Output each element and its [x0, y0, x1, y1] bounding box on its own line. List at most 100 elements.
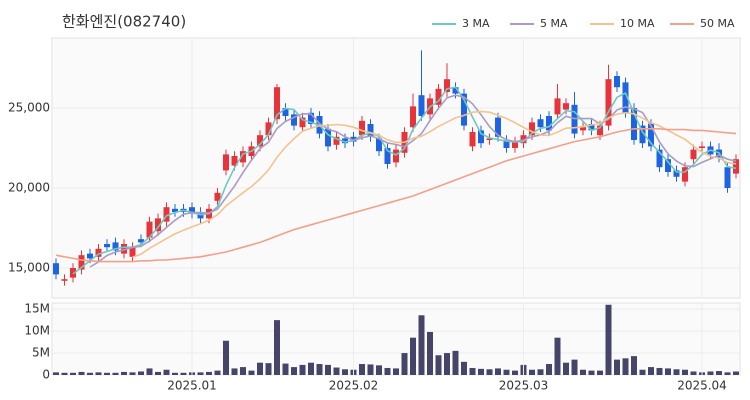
volume-bar: [214, 370, 221, 375]
candle-body: [495, 117, 501, 137]
volume-bar: [724, 372, 731, 375]
legend-label: 10 MA: [620, 17, 655, 30]
volume-bar: [206, 371, 212, 375]
y-tick-label: 15,000: [8, 261, 50, 275]
candle-body: [673, 170, 680, 177]
volume-bar: [716, 371, 722, 375]
candle-body: [724, 167, 731, 188]
candle-body: [265, 122, 272, 136]
candle-body: [690, 149, 697, 160]
candle-body: [163, 207, 170, 222]
candle-body: [308, 112, 314, 124]
candle-body: [53, 263, 59, 275]
candle-body: [112, 242, 119, 251]
y-tick-label: 25,000: [8, 101, 50, 115]
volume-bar: [138, 371, 144, 375]
candle-body: [631, 108, 637, 140]
candle-body: [546, 116, 552, 131]
volume-bar: [291, 367, 297, 375]
candle-body: [444, 79, 450, 92]
volume-bar: [631, 356, 637, 375]
candle-body: [223, 154, 229, 171]
volume-bar: [129, 372, 136, 375]
volume-bar: [690, 371, 697, 375]
volume-bar: [401, 353, 408, 375]
candle-body: [104, 244, 110, 248]
volume-bar: [257, 362, 263, 375]
volume-bar: [554, 337, 561, 375]
volume-bar: [503, 369, 510, 375]
candle-body: [155, 218, 161, 232]
volume-bar: [537, 369, 544, 375]
volume-bar: [325, 364, 331, 375]
volume-bar: [656, 367, 663, 375]
volume-bar: [333, 367, 340, 375]
candle-body: [231, 156, 238, 166]
ma-line: [72, 86, 737, 275]
volume-bar: [588, 370, 595, 375]
candle-body: [554, 98, 561, 115]
candle-body: [138, 239, 144, 243]
candle-body: [95, 248, 102, 257]
volume-bar: [495, 368, 501, 375]
volume-bar: [78, 371, 85, 375]
volume-bar: [597, 370, 603, 375]
volume-bar: [104, 372, 110, 375]
volume-bar: [707, 371, 714, 375]
ma-line: [55, 128, 737, 263]
volume-bar: [469, 367, 476, 375]
candle-body: [274, 87, 280, 120]
x-tick-label: 2025.01: [167, 379, 217, 393]
volume-bar: [512, 370, 518, 375]
volume-bar: [665, 368, 671, 375]
candle-body: [325, 128, 331, 147]
volume-bar: [605, 304, 612, 375]
candle-body: [639, 125, 646, 144]
candle-body: [512, 141, 518, 148]
volume-bar: [393, 368, 399, 375]
volume-bar: [53, 372, 59, 375]
candle-body: [121, 244, 127, 254]
candle-body: [529, 122, 535, 136]
volume-bar: [240, 367, 246, 375]
volume-bar: [342, 369, 348, 375]
candle-body: [359, 120, 365, 136]
volume-bar: [282, 363, 289, 375]
candle-body: [648, 124, 654, 147]
candle-body: [61, 279, 68, 281]
volume-bar: [121, 371, 127, 375]
volume-bar: [376, 365, 382, 375]
candle-body: [563, 103, 569, 110]
volume-bar: [316, 364, 323, 375]
y-tick-label: 20,000: [8, 181, 50, 195]
candle-body: [665, 159, 671, 172]
volume-bar: [427, 331, 433, 375]
volume-bar: [461, 361, 467, 375]
legend-label: 3 MA: [462, 17, 490, 30]
candle-body: [614, 76, 620, 88]
candle-body: [393, 149, 399, 163]
volume-bar: [95, 372, 102, 375]
volume-bar: [682, 369, 688, 375]
candle-body: [588, 124, 595, 131]
candle-body: [189, 207, 195, 214]
volume-bar: [70, 372, 76, 375]
volume-bar: [622, 358, 629, 375]
candle-body: [410, 106, 416, 128]
y-tick-label: 5M: [32, 346, 50, 360]
volume-bar: [359, 364, 365, 375]
candle-body: [597, 125, 603, 136]
candle-body: [656, 149, 663, 168]
volume-bar: [529, 369, 535, 375]
candle-body: [733, 159, 739, 174]
candle-body: [622, 82, 629, 113]
y-tick-label: 10M: [24, 324, 50, 338]
volume-bar: [180, 372, 187, 375]
candle-body: [172, 208, 178, 212]
candle-body: [333, 136, 340, 145]
candle-body: [384, 148, 391, 164]
volume-bar: [112, 372, 119, 375]
candle-body: [435, 88, 442, 105]
volume-bar: [478, 368, 484, 375]
candle-body: [418, 95, 425, 116]
